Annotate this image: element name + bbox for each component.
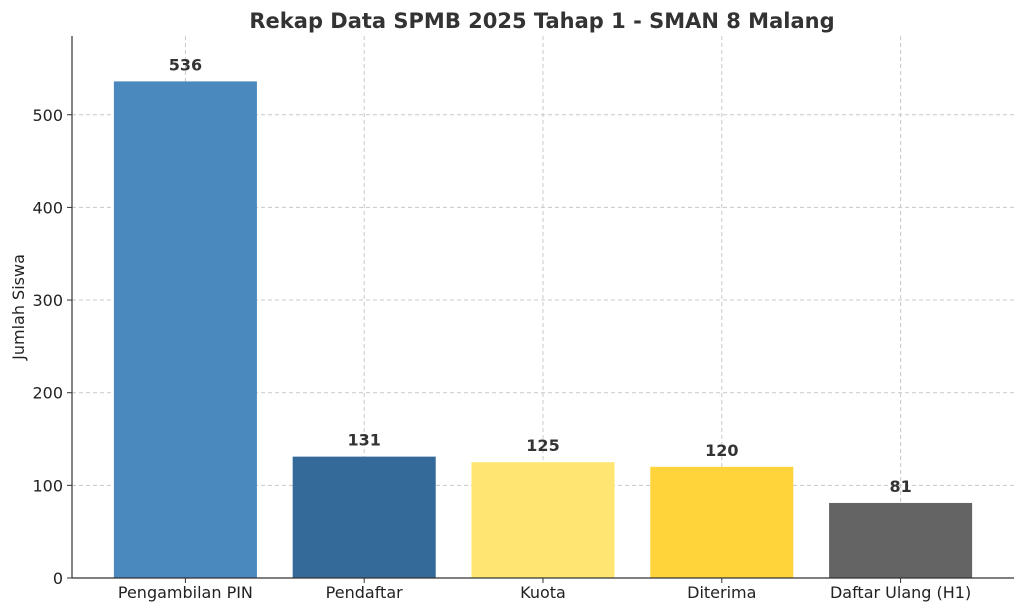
bar xyxy=(829,502,973,578)
chart-title: Rekap Data SPMB 2025 Tahap 1 - SMAN 8 Ma… xyxy=(249,9,834,33)
y-tick-label: 500 xyxy=(32,106,63,125)
x-tick-label: Daftar Ulang (H1) xyxy=(830,583,971,602)
x-tick-label: Kuota xyxy=(520,583,566,602)
data-label: 81 xyxy=(889,477,911,496)
bar xyxy=(650,466,794,578)
bar xyxy=(292,456,436,578)
y-tick-label: 200 xyxy=(32,384,63,403)
data-label: 125 xyxy=(526,436,559,455)
x-tick-label: Pendaftar xyxy=(326,583,403,602)
bars xyxy=(113,81,973,579)
y-axis-label: Jumlah Siswa xyxy=(9,254,28,361)
y-tick-label: 0 xyxy=(53,569,63,588)
data-labels: 536 131 125 120 81 xyxy=(169,55,912,496)
y-tick-label: 400 xyxy=(32,198,63,217)
x-tick-label: Diterima xyxy=(687,583,756,602)
y-tick-label: 100 xyxy=(32,476,63,495)
bar xyxy=(471,462,615,578)
bar xyxy=(113,81,257,579)
y-tick-label: 300 xyxy=(32,291,63,310)
data-label: 536 xyxy=(169,55,202,74)
data-label: 131 xyxy=(347,431,380,450)
data-label: 120 xyxy=(705,441,738,460)
x-tick-label: Pengambilan PIN xyxy=(118,583,253,602)
tick-labels: 0 100 200 300 400 500 Pengambilan PIN Pendaftar… xyxy=(32,106,971,602)
